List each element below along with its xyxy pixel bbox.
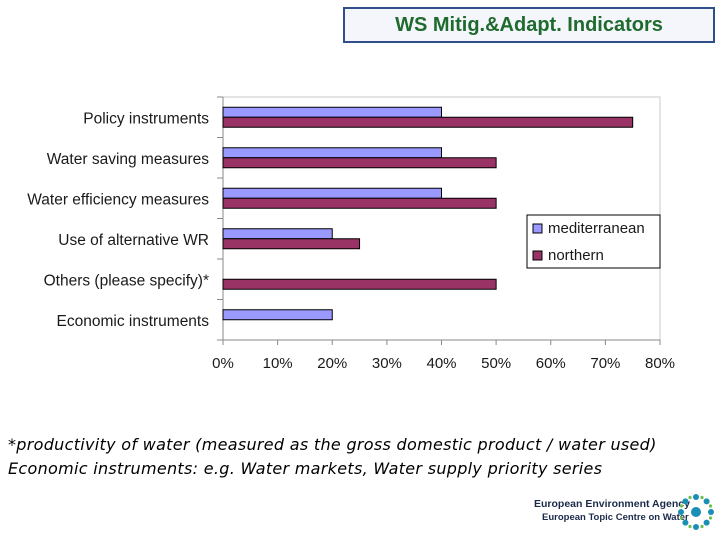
category-label: Economic instruments — [57, 313, 210, 330]
legend — [526, 214, 661, 269]
legend-label-mediterranean: mediterranean — [548, 220, 645, 237]
legend-swatch-northern — [532, 250, 543, 261]
x-tick-label: 0% — [212, 355, 234, 372]
logo-text-topic-centre: European Topic Centre on Water — [542, 512, 689, 523]
legend-label-northern: northern — [548, 247, 604, 264]
bar-northern — [222, 116, 634, 128]
footnote-productivity: *productivity of water (measured as the … — [8, 435, 657, 454]
bar-northern — [222, 238, 361, 250]
slide-title-text: WS Mitig.&Adapt. Indicators — [395, 13, 663, 36]
x-tick-label: 30% — [372, 355, 402, 372]
bar-mediterranean — [222, 106, 442, 118]
bar-northern — [222, 157, 497, 169]
bar-mediterranean — [222, 147, 442, 159]
bar-chart: Policy instruments Water saving measures W… — [27, 96, 675, 372]
footnote-economic-instruments: Economic instruments: e.g. Water markets… — [8, 459, 603, 478]
logo-text-agency: European Environment Agency — [534, 498, 690, 510]
bar-mediterranean — [222, 228, 333, 240]
bar-mediterranean — [222, 309, 333, 321]
x-tick-label: 80% — [645, 355, 675, 372]
eea-star-icon — [678, 494, 714, 530]
x-tick-label: 50% — [481, 355, 511, 372]
bar-mediterranean — [222, 187, 442, 199]
bar-northern — [222, 197, 497, 209]
category-label: Policy instruments — [83, 110, 209, 127]
x-tick-label: 70% — [590, 355, 620, 372]
slide-title: WS Mitig.&Adapt. Indicators — [343, 7, 715, 43]
category-label: Use of alternative WR — [58, 232, 209, 249]
x-tick-label: 20% — [317, 355, 347, 372]
eea-logo: European Environment Agency European Top… — [534, 492, 720, 536]
category-label: Water efficiency measures — [27, 191, 209, 208]
x-tick-label: 60% — [536, 355, 566, 372]
category-label: Water saving measures — [47, 151, 209, 168]
bar-northern — [222, 278, 497, 290]
legend-swatch-mediterranean — [532, 223, 543, 234]
x-tick-label: 10% — [263, 355, 293, 372]
x-tick-label: 40% — [426, 355, 456, 372]
category-label: Others (please specify)* — [44, 272, 209, 289]
